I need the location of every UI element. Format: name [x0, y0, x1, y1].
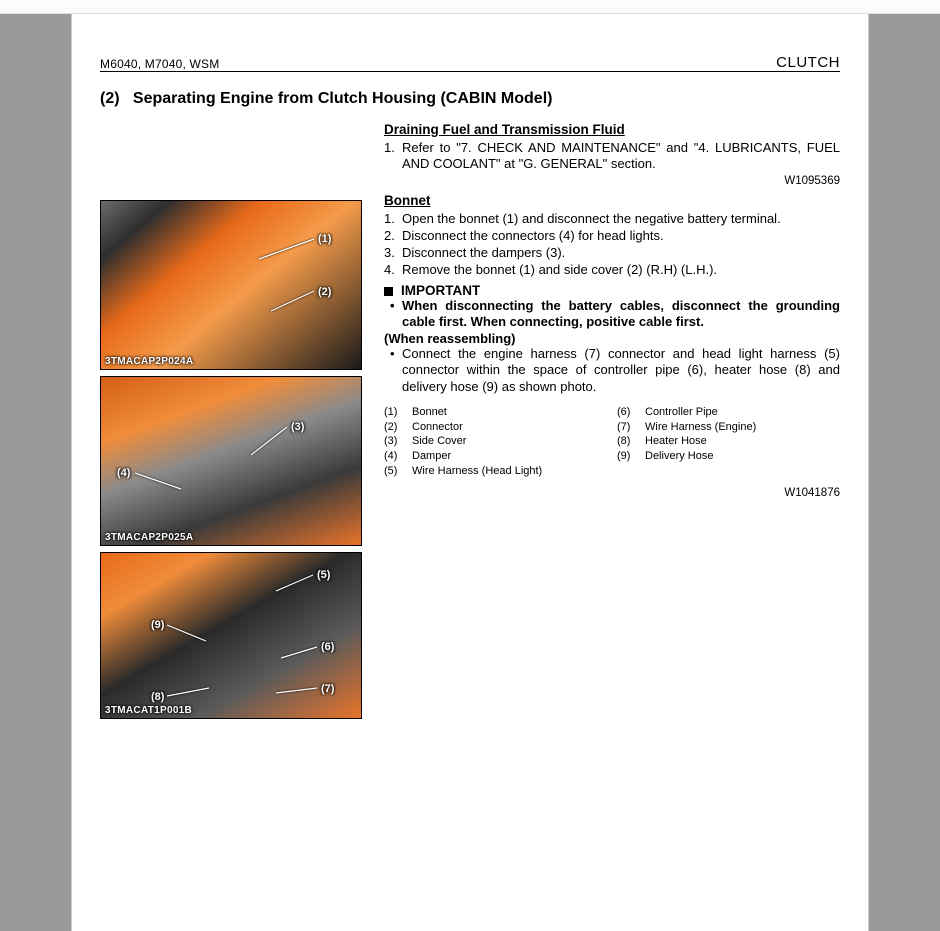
important-list: When disconnecting the battery cables, d…	[390, 298, 840, 331]
important-row: IMPORTANT	[384, 283, 840, 298]
legend-row: (3) Side Cover	[384, 434, 607, 449]
figure-callout: (8)	[149, 691, 166, 703]
figure: (3) (4) 3TMACAP2P025A	[100, 376, 362, 546]
bonnet-heading: Bonnet	[384, 193, 840, 208]
bonnet-code: W1041876	[384, 487, 840, 499]
legend-text: Controller Pipe	[645, 405, 718, 420]
figure: (1) (2) 3TMACAP2P024A	[100, 200, 362, 370]
figure-callout: (1)	[316, 233, 333, 245]
legend-text: Damper	[412, 449, 451, 464]
legend-num: (1)	[384, 405, 406, 420]
legend-num: (6)	[617, 405, 639, 420]
legend-text: Connector	[412, 420, 463, 435]
drain-code: W1095369	[384, 175, 840, 187]
legend-text: Wire Harness (Engine)	[645, 420, 756, 435]
legend-num: (2)	[384, 420, 406, 435]
figure-callout: (2)	[316, 286, 333, 298]
document-page: M6040, M7040, WSM CLUTCH (2) Separating …	[71, 14, 869, 931]
reassembling-item: Connect the engine harness (7) connector…	[390, 346, 840, 395]
figure-callout: (7)	[319, 683, 336, 695]
step-item: Open the bonnet (1) and disconnect the n…	[402, 211, 840, 227]
header-left: M6040, M7040, WSM	[100, 57, 219, 71]
legend-row: (5) Wire Harness (Head Light)	[384, 464, 607, 479]
legend-text: Delivery Hose	[645, 449, 713, 464]
step-item: Remove the bonnet (1) and side cover (2)…	[402, 262, 840, 278]
legend-row: (6) Controller Pipe	[617, 405, 840, 420]
figures-column: (1) (2) 3TMACAP2P024A (3) (4) 3TMACAP2P025A (5…	[100, 122, 362, 725]
step-item: Disconnect the connectors (4) for head l…	[402, 228, 840, 244]
legend-text: Wire Harness (Head Light)	[412, 464, 542, 479]
legend-row: (1) Bonnet	[384, 405, 607, 420]
section-number: (2)	[100, 90, 120, 107]
legend-left: (1) Bonnet (2) Connector (3) Side Cover (4) Dam…	[384, 405, 607, 479]
legend-row: (9) Delivery Hose	[617, 449, 840, 464]
legend-row: (7) Wire Harness (Engine)	[617, 420, 840, 435]
legend-row: (2) Connector	[384, 420, 607, 435]
legend-text: Bonnet	[412, 405, 447, 420]
drain-heading: Draining Fuel and Transmission Fluid	[384, 122, 840, 137]
figure-id: 3TMACAP2P024A	[105, 356, 193, 367]
step-item: Disconnect the dampers (3).	[402, 245, 840, 261]
important-label: IMPORTANT	[401, 283, 480, 298]
legend-num: (4)	[384, 449, 406, 464]
figure-id: 3TMACAP2P025A	[105, 532, 193, 543]
reassembling-list: Connect the engine harness (7) connector…	[390, 346, 840, 395]
reassembling-label: (When reassembling)	[384, 331, 840, 346]
page-header: M6040, M7040, WSM CLUTCH	[100, 54, 840, 72]
section-title: (2) Separating Engine from Clutch Housin…	[100, 90, 840, 108]
legend-row: (8) Heater Hose	[617, 434, 840, 449]
figure-callout: (6)	[319, 641, 336, 653]
figure-callout: (5)	[315, 569, 332, 581]
step-item: Refer to "7. CHECK AND MAINTENANCE" and …	[402, 140, 840, 173]
black-square-icon	[384, 287, 393, 296]
pdf-toolbar[interactable]	[0, 0, 940, 14]
figure-callout: (4)	[115, 467, 132, 479]
header-right: CLUTCH	[776, 54, 840, 71]
legend-num: (3)	[384, 434, 406, 449]
legend: (1) Bonnet (2) Connector (3) Side Cover (4) Dam…	[384, 405, 840, 479]
bonnet-steps: Open the bonnet (1) and disconnect the n…	[402, 211, 840, 279]
figure-callout: (3)	[289, 421, 306, 433]
section-heading: Separating Engine from Clutch Housing (C…	[133, 90, 553, 107]
figure-callout: (9)	[149, 619, 166, 631]
legend-row: (4) Damper	[384, 449, 607, 464]
text-column: Draining Fuel and Transmission Fluid Ref…	[384, 122, 840, 725]
important-item: When disconnecting the battery cables, d…	[390, 298, 840, 331]
legend-right: (6) Controller Pipe (7) Wire Harness (Engin…	[617, 405, 840, 479]
legend-num: (9)	[617, 449, 639, 464]
legend-num: (7)	[617, 420, 639, 435]
legend-text: Side Cover	[412, 434, 466, 449]
legend-num: (5)	[384, 464, 406, 479]
legend-text: Heater Hose	[645, 434, 707, 449]
figure-id: 3TMACAT1P001B	[105, 705, 192, 716]
figure: (5) (9) (6) (7) (8) 3TMACAT1P001B	[100, 552, 362, 719]
legend-num: (8)	[617, 434, 639, 449]
drain-steps: Refer to "7. CHECK AND MAINTENANCE" and …	[402, 140, 840, 173]
